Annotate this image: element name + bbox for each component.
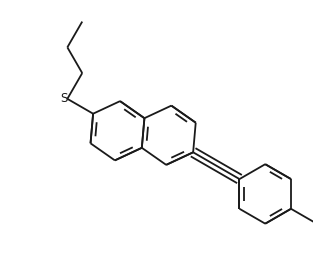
Text: S: S	[60, 92, 68, 105]
